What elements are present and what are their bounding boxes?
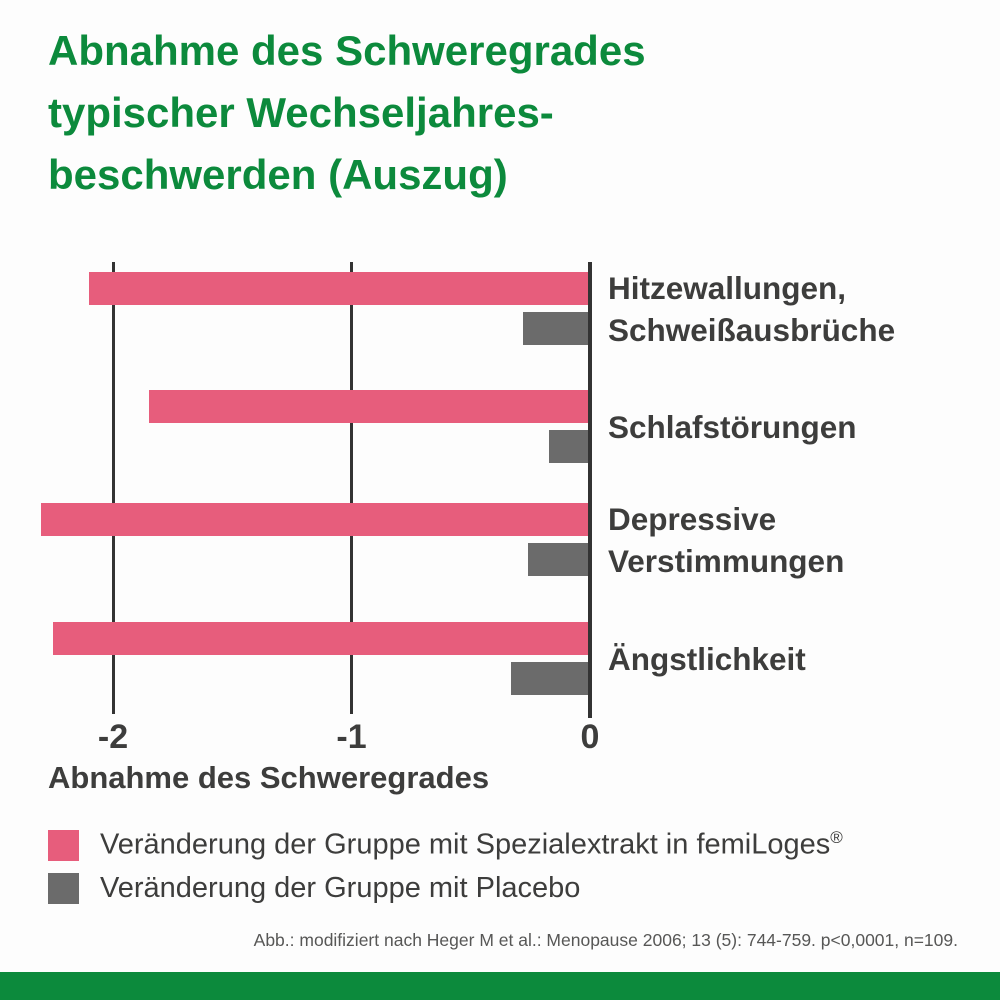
bar-extract-1 xyxy=(89,272,590,305)
category-label-line: Ängstlichkeit xyxy=(608,640,806,677)
category-label-2: Schlafstörungen xyxy=(608,385,988,468)
bar-placebo-3 xyxy=(527,543,590,576)
x-tick--1: -1 xyxy=(336,718,367,756)
category-label-line: Verstimmungen xyxy=(608,542,845,579)
category-label-line: Depressive xyxy=(608,500,777,537)
bar-extract-2 xyxy=(148,390,590,423)
title-line-2: typischer Wechseljahres- xyxy=(48,89,554,136)
bar-extract-4 xyxy=(53,622,590,655)
category-label-line: Schlafstörungen xyxy=(608,408,857,445)
category-label-line: Schweißausbrüche xyxy=(608,311,896,348)
title-line-3: beschwerden (Auszug) xyxy=(48,151,508,198)
category-label-4: Ängstlichkeit xyxy=(608,617,988,700)
legend: Veränderung der Gruppe mit Spezialextrak… xyxy=(48,828,843,905)
page-title: Abnahme des Schweregrades typischer Wechs… xyxy=(48,20,646,206)
gridline--2 xyxy=(111,262,115,714)
x-axis-label: Abnahme des Schweregrades xyxy=(48,760,490,795)
bar-chart: -2 -1 0 Hitzewallungen, Schweißausbrüche Schl… xyxy=(0,262,1000,756)
bar-extract-3 xyxy=(41,503,590,536)
category-label-line: Hitzewallungen, xyxy=(608,269,847,306)
legend-swatch-2 xyxy=(48,872,79,904)
x-tick--2: -2 xyxy=(97,718,129,756)
x-tick-0: 0 xyxy=(580,718,600,756)
zero-axis-line xyxy=(588,262,592,718)
legend-row-2: Veränderung der Gruppe mit Placebo xyxy=(48,871,843,905)
legend-row-1: Veränderung der Gruppe mit Spezialextrak… xyxy=(48,828,843,862)
bar-placebo-2 xyxy=(549,430,590,463)
title-line-1: Abnahme des Schweregrades xyxy=(48,27,646,74)
registered-trademark-symbol: ® xyxy=(830,828,843,848)
category-label-1: Hitzewallungen, Schweißausbrüche xyxy=(608,267,988,350)
bar-placebo-4 xyxy=(511,662,590,695)
category-label-3: Depressive Verstimmungen xyxy=(608,498,988,581)
bar-placebo-1 xyxy=(523,312,590,345)
legend-label-1: Veränderung der Gruppe mit Spezialextrak… xyxy=(100,828,843,861)
legend-label-2: Veränderung der Gruppe mit Placebo xyxy=(100,871,581,904)
legend-swatch-1 xyxy=(48,829,79,861)
footnote: Abb.: modifiziert nach Heger M et al.: M… xyxy=(253,930,958,950)
brand-green-bar xyxy=(0,972,1000,1000)
gridline--1 xyxy=(350,262,353,714)
